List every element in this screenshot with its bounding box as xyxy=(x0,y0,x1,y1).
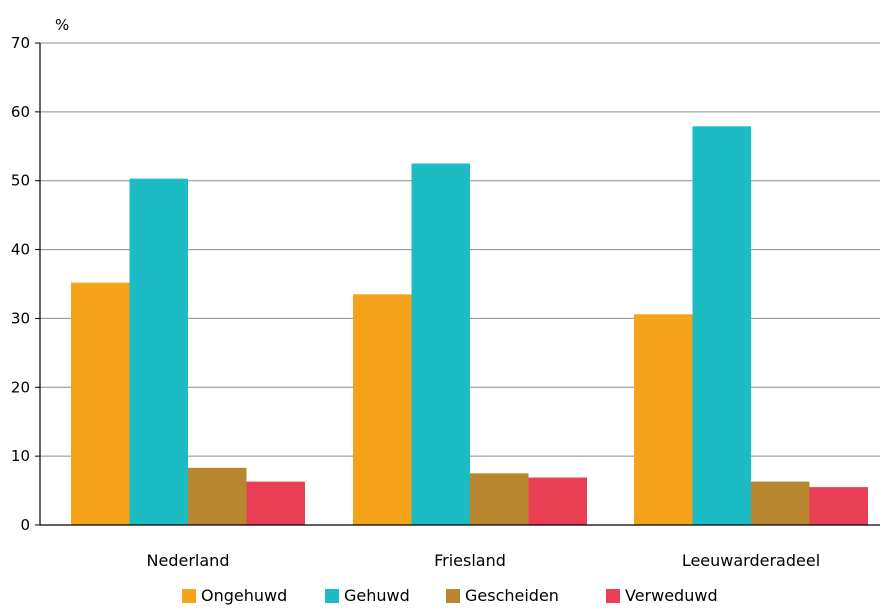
legend-label-ongehuwd: Ongehuwd xyxy=(201,586,287,605)
y-tick-label: 60 xyxy=(11,103,30,121)
legend-swatch-verweduwd xyxy=(606,589,620,603)
bar-gehuwd-nederland xyxy=(129,178,188,526)
y-tick-label: 10 xyxy=(11,447,30,465)
y-tick-label: 70 xyxy=(11,34,30,52)
x-category-label: Leeuwarderadeel xyxy=(682,551,820,570)
y-tick-label: 50 xyxy=(11,172,30,190)
bars xyxy=(71,126,868,526)
bar-ongehuwd-friesland xyxy=(353,294,412,525)
bar-verweduwd-friesland xyxy=(528,477,587,525)
bar-gescheiden-friesland xyxy=(470,473,529,525)
legend-label-gescheiden: Gescheiden xyxy=(465,586,559,605)
bar-verweduwd-leeuwarderadeel xyxy=(809,487,868,525)
legend-label-verweduwd: Verweduwd xyxy=(625,586,718,605)
bar-verweduwd-nederland xyxy=(246,481,305,525)
bar-gehuwd-leeuwarderadeel xyxy=(692,126,751,526)
bar-ongehuwd-leeuwarderadeel xyxy=(634,314,693,525)
axes: 0 10 20 30 40 50 60 70 Nederland Friesland Leeuwar… xyxy=(11,34,880,570)
y-unit-label: % xyxy=(55,16,69,34)
bar-gescheiden-nederland xyxy=(188,467,247,525)
y-tick-label: 20 xyxy=(11,378,30,396)
bar-gescheiden-leeuwarderadeel xyxy=(751,481,810,525)
legend-swatch-ongehuwd xyxy=(182,589,196,603)
y-tick-label: 30 xyxy=(11,309,30,327)
y-tick-label: 40 xyxy=(11,241,30,259)
legend-swatch-gescheiden xyxy=(446,589,460,603)
bar-gehuwd-friesland xyxy=(411,163,470,525)
bar-ongehuwd-nederland xyxy=(71,282,130,525)
y-tick-label: 0 xyxy=(20,516,30,534)
legend-label-gehuwd: Gehuwd xyxy=(344,586,410,605)
legend: Ongehuwd Gehuwd Gescheiden Verweduwd xyxy=(182,586,718,605)
legend-swatch-gehuwd xyxy=(325,589,339,603)
x-category-label: Nederland xyxy=(147,551,230,570)
x-category-label: Friesland xyxy=(434,551,506,570)
